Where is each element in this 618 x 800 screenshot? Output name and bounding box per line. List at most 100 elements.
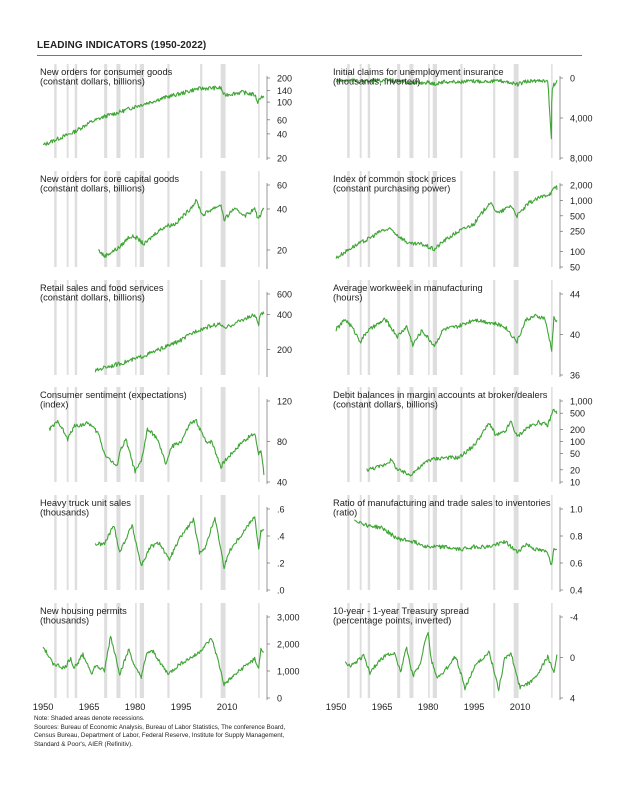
recession-band (359, 603, 362, 698)
data-point (147, 652, 148, 653)
recession-band (220, 603, 226, 698)
data-point (98, 433, 99, 434)
recession-band (54, 64, 57, 158)
data-point (153, 652, 154, 653)
data-point (205, 441, 206, 442)
data-point (245, 215, 246, 216)
data-point (547, 656, 548, 657)
recession-band (432, 171, 438, 267)
data-point (171, 446, 172, 447)
data-point (443, 329, 444, 330)
data-point (553, 546, 554, 547)
x-tick-label: 1965 (372, 702, 393, 712)
data-point (418, 667, 419, 668)
data-point (437, 677, 438, 678)
recession-band (220, 495, 226, 590)
data-point (187, 211, 188, 212)
data-point (58, 421, 59, 422)
data-point (220, 466, 221, 467)
y-tick-label: 8,000 (570, 154, 593, 164)
recession-band (359, 387, 362, 482)
series-line (366, 408, 558, 477)
data-point (406, 647, 407, 648)
recession-band (200, 64, 203, 158)
data-point (43, 646, 44, 647)
data-point (119, 363, 120, 364)
recession-band (104, 280, 108, 375)
panel-subtitle: (index) (40, 400, 68, 410)
data-point (70, 657, 71, 658)
recession-band (513, 280, 519, 375)
recession-band (432, 603, 438, 698)
recession-band (409, 387, 414, 482)
data-point (165, 670, 166, 671)
panel-title: Retail sales and food services (40, 283, 164, 293)
data-point (458, 81, 459, 82)
recession-band (432, 495, 438, 590)
series-line (42, 85, 265, 146)
y-tick-label: 40 (277, 129, 287, 139)
y-tick-label: 40 (570, 330, 580, 340)
recession-band (66, 64, 69, 158)
data-point (73, 132, 74, 133)
data-point (556, 654, 557, 655)
data-point (257, 218, 258, 219)
y-tick-label: 500 (570, 409, 585, 419)
data-point (489, 652, 490, 653)
data-point (260, 313, 261, 314)
series-line (42, 635, 264, 687)
data-point (428, 459, 429, 460)
data-point (233, 93, 234, 94)
data-point (556, 320, 557, 321)
recession-band (347, 495, 350, 590)
recession-band (104, 64, 108, 158)
recession-band (347, 171, 350, 267)
data-point (526, 544, 527, 545)
recession-band (66, 171, 69, 267)
recession-band (135, 64, 137, 158)
data-point (181, 662, 182, 663)
data-point (168, 673, 169, 674)
data-point (538, 198, 539, 199)
data-point (474, 81, 475, 82)
data-point (424, 642, 425, 643)
recession-band (551, 495, 553, 590)
data-point (263, 208, 264, 209)
data-point (412, 344, 413, 345)
data-point (516, 84, 517, 85)
data-point (360, 341, 361, 342)
data-point (394, 652, 395, 653)
data-point (141, 461, 142, 462)
data-point (220, 204, 221, 205)
data-point (181, 535, 182, 536)
recession-band (220, 171, 226, 267)
x-tick-label: 2010 (217, 702, 238, 712)
recession-band (397, 603, 401, 698)
data-point (254, 208, 255, 209)
data-point (104, 367, 105, 368)
y-tick-label: 40 (277, 204, 287, 214)
recession-band (493, 603, 496, 698)
recession-band (258, 603, 260, 698)
chart-panel: 20 40 60 100 140 200 New orders for consumer g… (40, 64, 292, 164)
data-point (263, 529, 264, 530)
data-point (431, 659, 432, 660)
data-point (104, 116, 105, 117)
data-point (382, 321, 383, 322)
data-point (242, 533, 243, 534)
panel-subtitle: (constant dollars, billions) (40, 293, 145, 303)
recession-band (432, 387, 438, 482)
data-point (223, 684, 224, 685)
data-point (168, 560, 169, 561)
data-point (535, 316, 536, 317)
recession-band (258, 171, 260, 267)
data-point (211, 87, 212, 88)
data-point (181, 441, 182, 442)
data-point (258, 453, 259, 454)
data-point (516, 552, 517, 553)
data-point (150, 101, 151, 102)
x-tick-label: 1980 (125, 702, 146, 712)
recession-band (220, 64, 226, 158)
x-tick-label: 1950 (33, 702, 54, 712)
data-point (428, 82, 429, 83)
